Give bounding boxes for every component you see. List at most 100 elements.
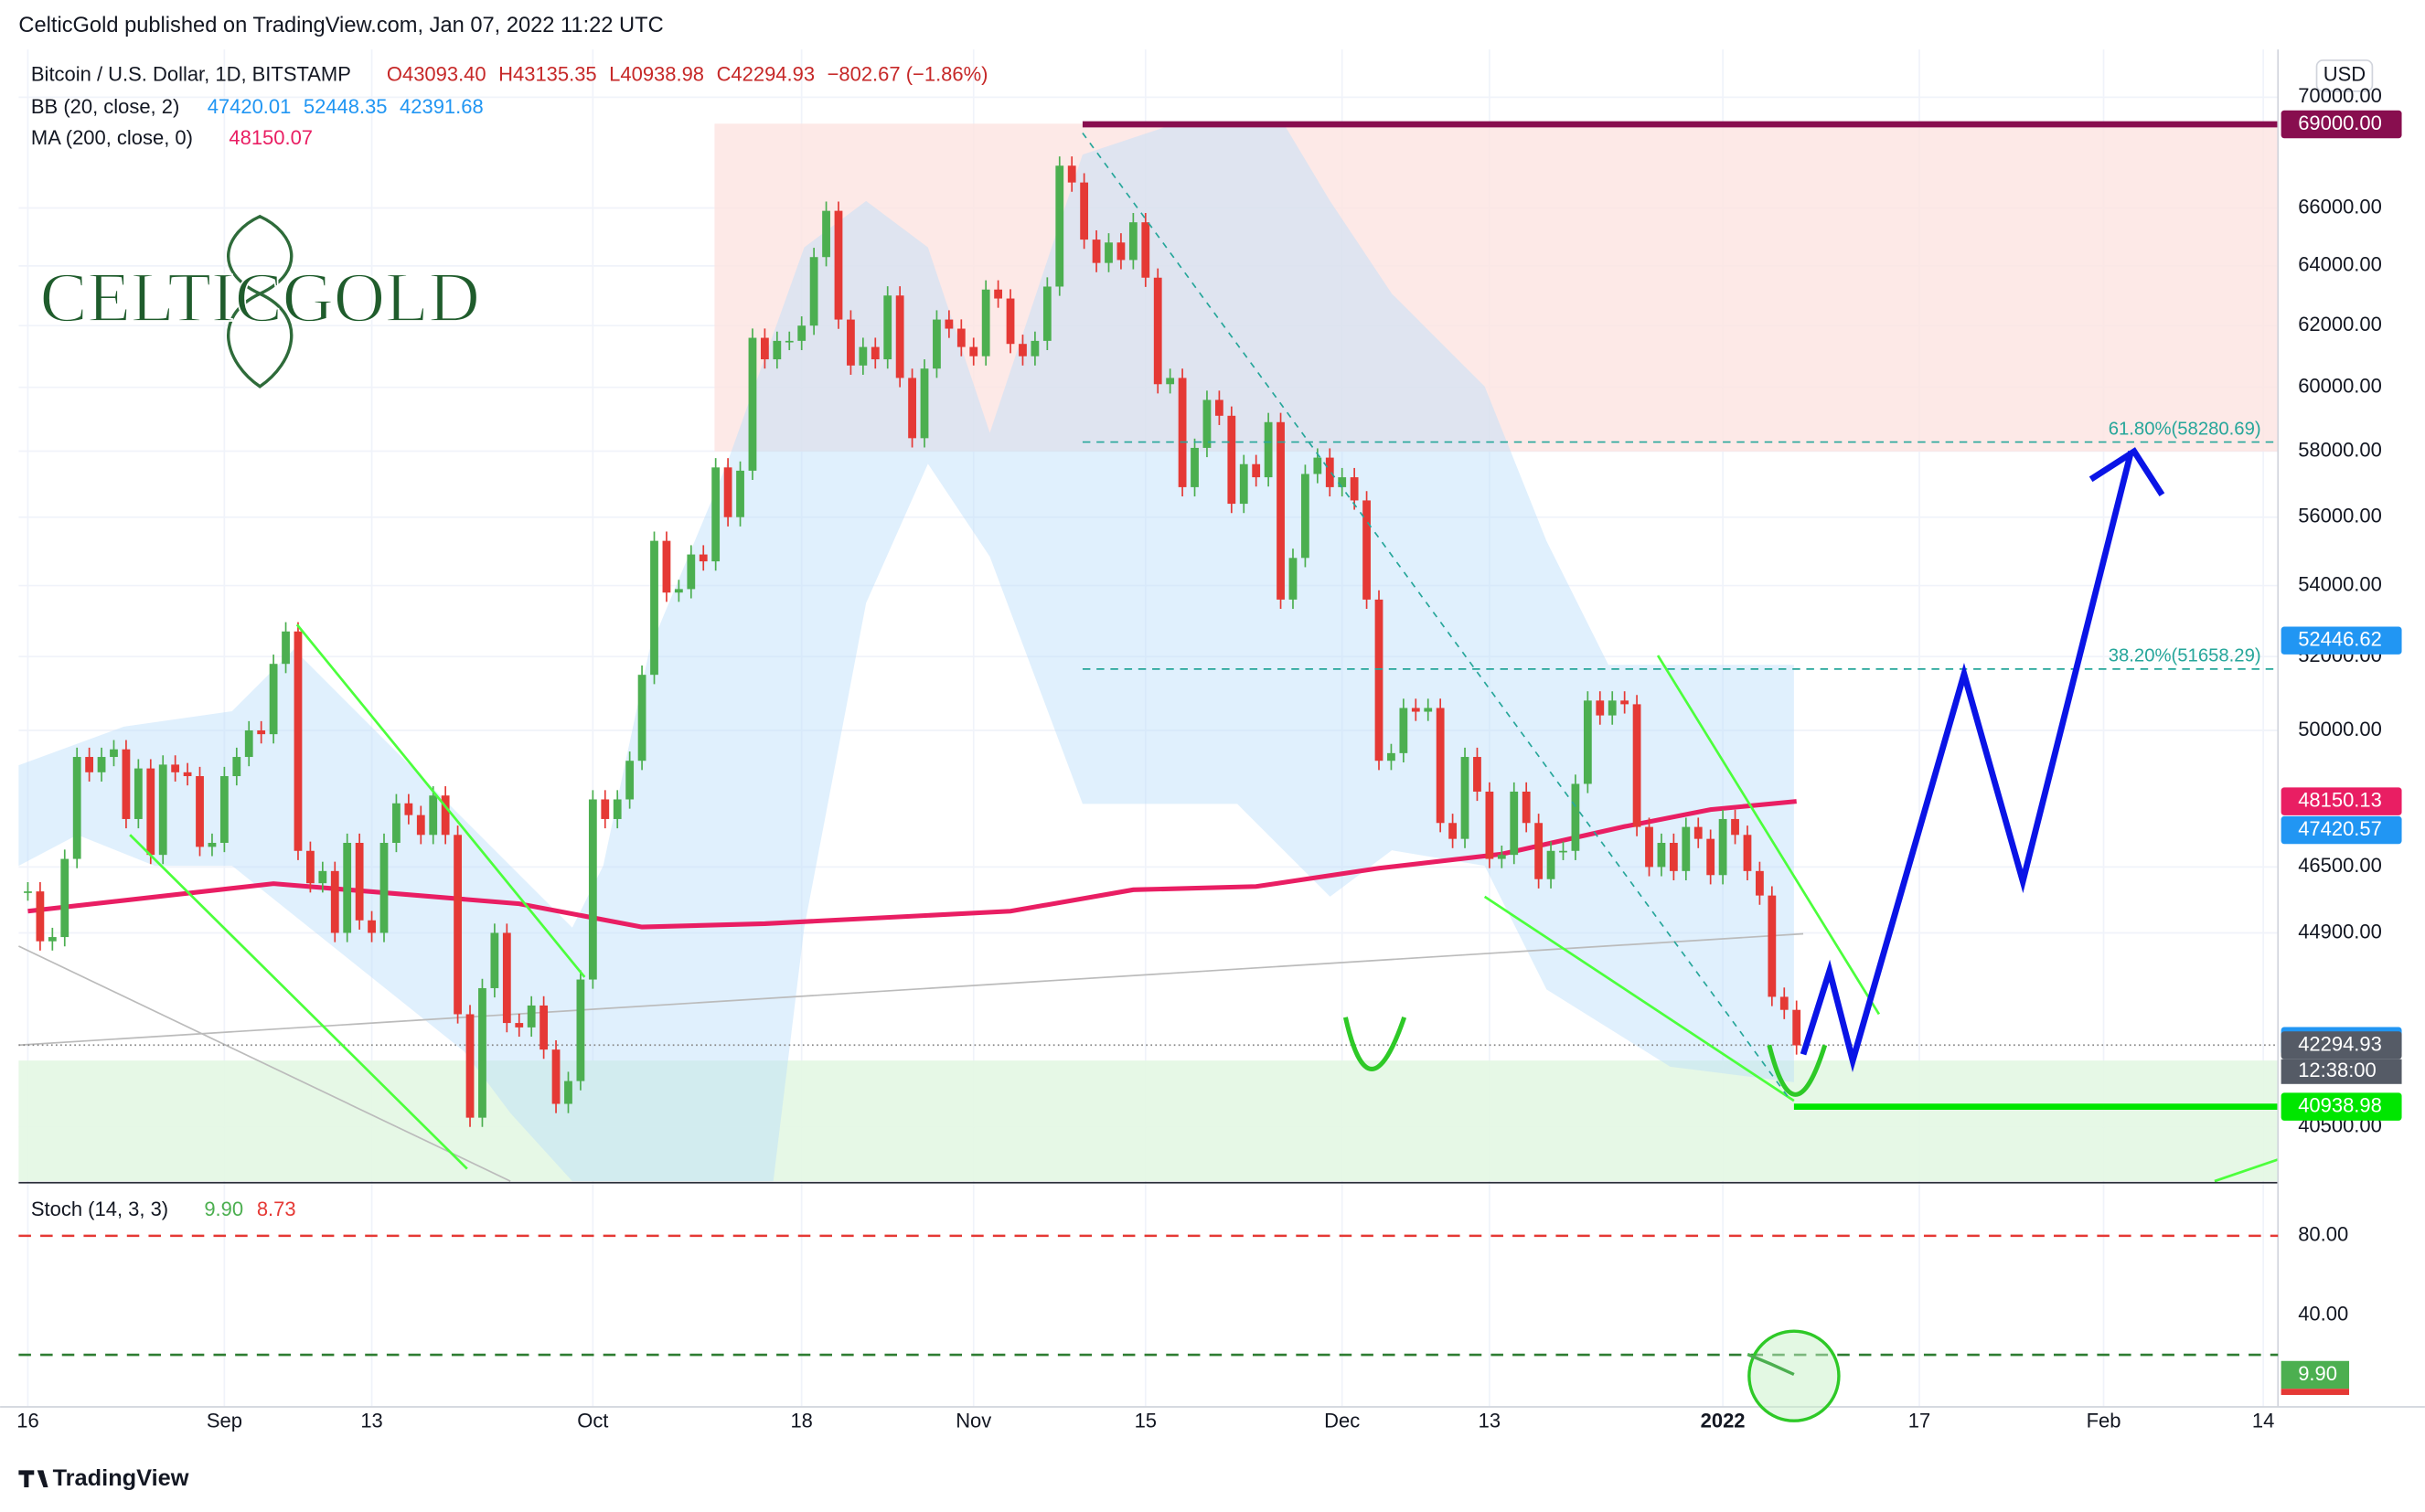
stoch-tag-label: 9.90 — [2298, 1362, 2337, 1385]
candle — [1277, 421, 1285, 600]
ma-line — [27, 799, 1797, 930]
ohlc: O43093.40 H43135.35 L40938.98 C42294.93 −802… — [387, 63, 988, 86]
candle — [1669, 843, 1678, 871]
price-tag — [2281, 1092, 2402, 1121]
candle — [674, 589, 683, 593]
candle — [219, 776, 229, 844]
candle — [306, 850, 315, 884]
price-tag-label: 40938.98 — [2298, 1093, 2382, 1116]
candle — [48, 937, 57, 942]
candle — [183, 772, 192, 777]
candle — [97, 757, 106, 772]
candle — [1731, 818, 1739, 836]
candle — [908, 378, 916, 439]
candle — [1411, 708, 1420, 712]
y-tick-label: 60000.00 — [2298, 375, 2382, 398]
ohlc-value: L40938.98 — [609, 63, 704, 86]
candle — [551, 1049, 561, 1104]
candle — [1559, 850, 1567, 853]
candle — [711, 467, 721, 562]
stoch-k — [1747, 1352, 1795, 1377]
candle — [1239, 463, 1248, 505]
candle — [576, 979, 585, 1081]
wedges — [129, 623, 2279, 1183]
candle — [1460, 757, 1469, 839]
stoch-tag — [2281, 1360, 2350, 1390]
x-tick-label: Oct — [577, 1410, 608, 1432]
candle — [208, 843, 217, 847]
candle — [969, 346, 978, 357]
price-tag — [2281, 1031, 2402, 1059]
candle — [1473, 757, 1481, 792]
candle — [502, 932, 511, 1024]
candle — [1264, 421, 1273, 478]
candle — [1031, 340, 1040, 357]
ma-value: 48150.07 — [229, 126, 313, 149]
candle — [871, 346, 880, 360]
candle — [601, 799, 610, 819]
candle — [1682, 826, 1691, 871]
currency: USD — [2324, 63, 2366, 86]
candle — [1485, 791, 1494, 859]
y-tick-label: 46500.00 — [2298, 854, 2382, 877]
candle — [478, 987, 486, 1118]
candle — [60, 858, 69, 938]
candle — [490, 932, 499, 988]
candle — [1202, 399, 1212, 448]
candle — [539, 1005, 549, 1050]
candle — [650, 540, 658, 676]
y-tick-label: 56000.00 — [2298, 505, 2382, 527]
candle — [1116, 242, 1126, 261]
wedge-lines — [129, 623, 586, 1170]
candle — [1583, 700, 1592, 784]
candle — [429, 795, 438, 836]
candle — [515, 1023, 524, 1028]
candle — [1620, 700, 1629, 705]
candle — [1166, 378, 1175, 385]
projection-arrow — [2088, 447, 2165, 497]
candle — [527, 1005, 536, 1028]
bottom-marker — [1767, 1044, 1828, 1097]
candle — [392, 803, 401, 844]
candle — [1546, 850, 1555, 879]
x-tick-label: Feb — [2087, 1410, 2121, 1432]
price-tag-label: 47420.57 — [2298, 817, 2382, 840]
candle — [933, 319, 941, 369]
candle — [625, 761, 635, 800]
candle — [1252, 463, 1261, 478]
candle — [785, 340, 794, 343]
candle — [1362, 500, 1371, 600]
candle — [945, 319, 954, 329]
candle — [1497, 855, 1506, 859]
candle — [1105, 242, 1113, 263]
x-tick-label: Sep — [207, 1410, 242, 1432]
candle — [36, 891, 45, 942]
candle — [797, 325, 807, 341]
stoch-title: Stoch (14, 3, 3) — [31, 1198, 168, 1220]
candle — [847, 319, 855, 366]
candle — [1510, 791, 1519, 856]
candle — [441, 795, 450, 836]
candle — [1743, 835, 1752, 871]
candle — [956, 328, 966, 347]
bollinger-band — [18, 123, 1794, 1182]
candle — [981, 289, 990, 357]
candle — [1350, 477, 1359, 501]
candle — [1756, 870, 1764, 896]
price-tag-label: 42294.93 — [2298, 1032, 2382, 1055]
trend-line — [18, 945, 511, 1182]
candle — [1596, 700, 1605, 716]
candle — [637, 675, 646, 761]
fib-label: 38.20%(51658.29) — [2109, 646, 2261, 666]
candle — [1288, 558, 1298, 600]
countdown-tag — [2281, 1059, 2402, 1084]
ma-label: MA (200, close, 0) — [31, 126, 193, 149]
y-tick-label: 66000.00 — [2298, 195, 2382, 218]
candle — [134, 768, 143, 819]
candle — [1301, 474, 1309, 559]
bb-value: 42391.68 — [400, 95, 484, 118]
stoch-circle — [1747, 1329, 1841, 1422]
candle — [269, 664, 278, 735]
